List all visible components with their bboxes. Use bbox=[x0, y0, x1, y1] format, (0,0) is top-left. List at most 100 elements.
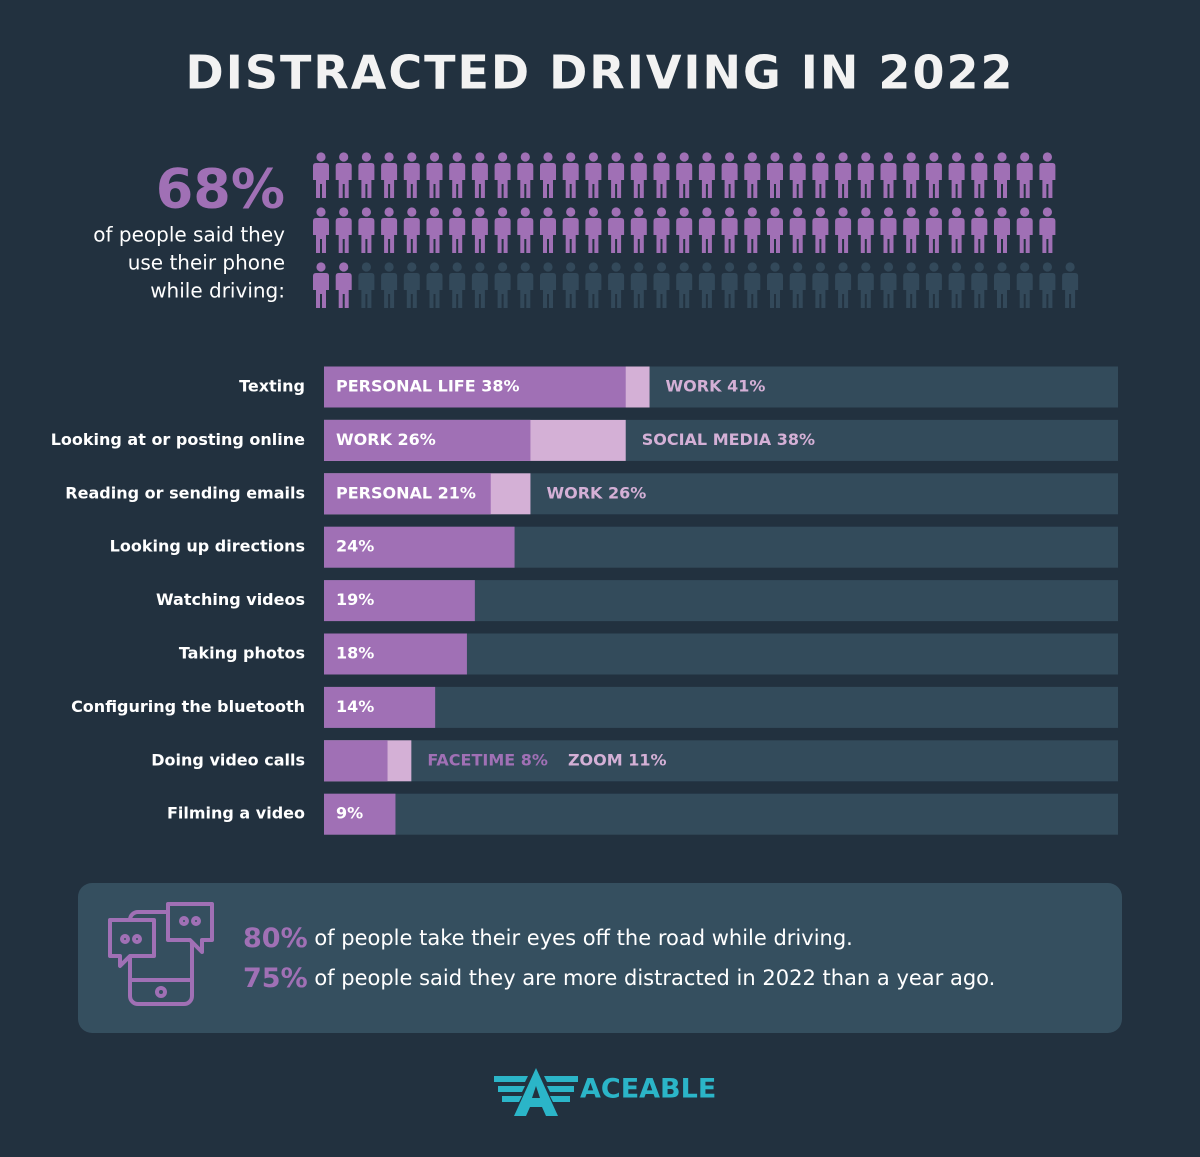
phone-icon bbox=[108, 902, 214, 1006]
title: DISTRACTED DRIVING IN 2022 bbox=[186, 46, 1015, 100]
person-icon bbox=[608, 152, 625, 198]
callout-text: 75% of people said they are more distrac… bbox=[243, 963, 995, 994]
person-icon bbox=[1016, 152, 1033, 198]
value-label: FACETIME 8% bbox=[427, 750, 548, 769]
person-icon bbox=[994, 262, 1010, 308]
person-icon bbox=[676, 207, 693, 253]
category-label: Filming a video bbox=[167, 804, 305, 823]
person-icon bbox=[426, 152, 443, 198]
person-icon bbox=[313, 207, 329, 253]
value-label: 18% bbox=[336, 644, 374, 663]
person-icon bbox=[449, 262, 466, 308]
person-icon bbox=[426, 207, 443, 253]
callout-percent: 75% bbox=[243, 963, 308, 994]
person-icon bbox=[585, 152, 602, 198]
person-icon bbox=[630, 207, 647, 253]
person-icon bbox=[540, 152, 556, 198]
person-icon bbox=[403, 152, 420, 198]
category-label: Taking photos bbox=[179, 644, 305, 663]
person-icon bbox=[676, 152, 693, 198]
person-icon bbox=[857, 207, 874, 253]
person-icon bbox=[403, 207, 420, 253]
person-icon bbox=[903, 262, 920, 308]
person-icon bbox=[1016, 207, 1033, 253]
person-icon bbox=[835, 207, 852, 253]
category-label: Texting bbox=[239, 377, 305, 396]
person-icon bbox=[630, 152, 647, 198]
person-icon bbox=[403, 262, 420, 308]
person-icon bbox=[767, 207, 783, 253]
category-label: Looking up directions bbox=[110, 537, 305, 556]
person-icon bbox=[789, 207, 806, 253]
person-icon bbox=[540, 207, 556, 253]
person-icon bbox=[789, 262, 806, 308]
person-icon bbox=[721, 207, 738, 253]
logo-mark bbox=[494, 1068, 578, 1116]
person-icon bbox=[880, 207, 897, 253]
value-label: SOCIAL MEDIA 38% bbox=[642, 430, 815, 449]
bar bbox=[324, 686, 436, 728]
person-icon bbox=[494, 207, 511, 253]
person-icon bbox=[948, 262, 965, 308]
person-icon bbox=[1039, 207, 1056, 253]
person-icon bbox=[676, 262, 693, 308]
person-icon bbox=[857, 262, 874, 308]
value-label: WORK 41% bbox=[666, 377, 766, 396]
value-label: ZOOM 11% bbox=[568, 750, 667, 769]
pictogram-text: while driving: bbox=[150, 279, 285, 303]
callout-percent: 80% bbox=[243, 923, 308, 954]
person-icon bbox=[948, 152, 965, 198]
person-icon bbox=[608, 207, 625, 253]
person-icon bbox=[971, 262, 988, 308]
person-icon bbox=[494, 262, 511, 308]
person-icon bbox=[903, 152, 920, 198]
person-icon bbox=[313, 262, 329, 308]
person-icon bbox=[585, 207, 602, 253]
person-icon bbox=[449, 152, 466, 198]
callout-sentence: of people take their eyes off the road w… bbox=[308, 926, 853, 950]
person-icon bbox=[857, 152, 874, 198]
person-icon bbox=[925, 207, 942, 253]
person-icon bbox=[925, 152, 942, 198]
person-icon bbox=[721, 262, 738, 308]
category-label: Reading or sending emails bbox=[65, 483, 305, 502]
person-icon bbox=[381, 262, 398, 308]
callout-box bbox=[78, 883, 1122, 1033]
person-icon bbox=[994, 152, 1010, 198]
value-label: 14% bbox=[336, 697, 374, 716]
person-icon bbox=[1039, 262, 1056, 308]
person-icon bbox=[698, 262, 715, 308]
category-label: Watching videos bbox=[156, 590, 305, 609]
person-icon bbox=[835, 152, 852, 198]
logo-text: ACEABLE bbox=[580, 1074, 716, 1105]
value-label: WORK 26% bbox=[546, 483, 646, 502]
person-icon bbox=[449, 207, 466, 253]
person-icon bbox=[313, 152, 329, 198]
person-icon bbox=[698, 152, 715, 198]
pictogram-text: use their phone bbox=[128, 251, 285, 275]
person-icon bbox=[358, 207, 375, 253]
person-icon bbox=[540, 262, 556, 308]
pictogram-text: of people said they bbox=[93, 223, 285, 247]
person-icon bbox=[381, 207, 398, 253]
person-icon bbox=[1016, 262, 1033, 308]
bar-track bbox=[324, 686, 1118, 728]
person-icon bbox=[471, 152, 488, 198]
person-icon bbox=[948, 207, 965, 253]
value-label: 9% bbox=[336, 804, 363, 823]
bar-track bbox=[324, 793, 1118, 835]
value-label: WORK 26% bbox=[336, 430, 436, 449]
person-icon bbox=[789, 152, 806, 198]
person-icon bbox=[335, 152, 352, 198]
bar bbox=[324, 793, 396, 835]
callout-sentence: of people said they are more distracted … bbox=[308, 966, 996, 990]
callout-text: 80% of people take their eyes off the ro… bbox=[243, 923, 853, 954]
person-icon bbox=[744, 152, 761, 198]
person-icon bbox=[494, 152, 511, 198]
person-icon bbox=[812, 262, 829, 308]
person-icon bbox=[744, 207, 761, 253]
person-icon bbox=[562, 207, 579, 253]
person-icon bbox=[358, 262, 375, 308]
person-icon bbox=[1039, 152, 1056, 198]
